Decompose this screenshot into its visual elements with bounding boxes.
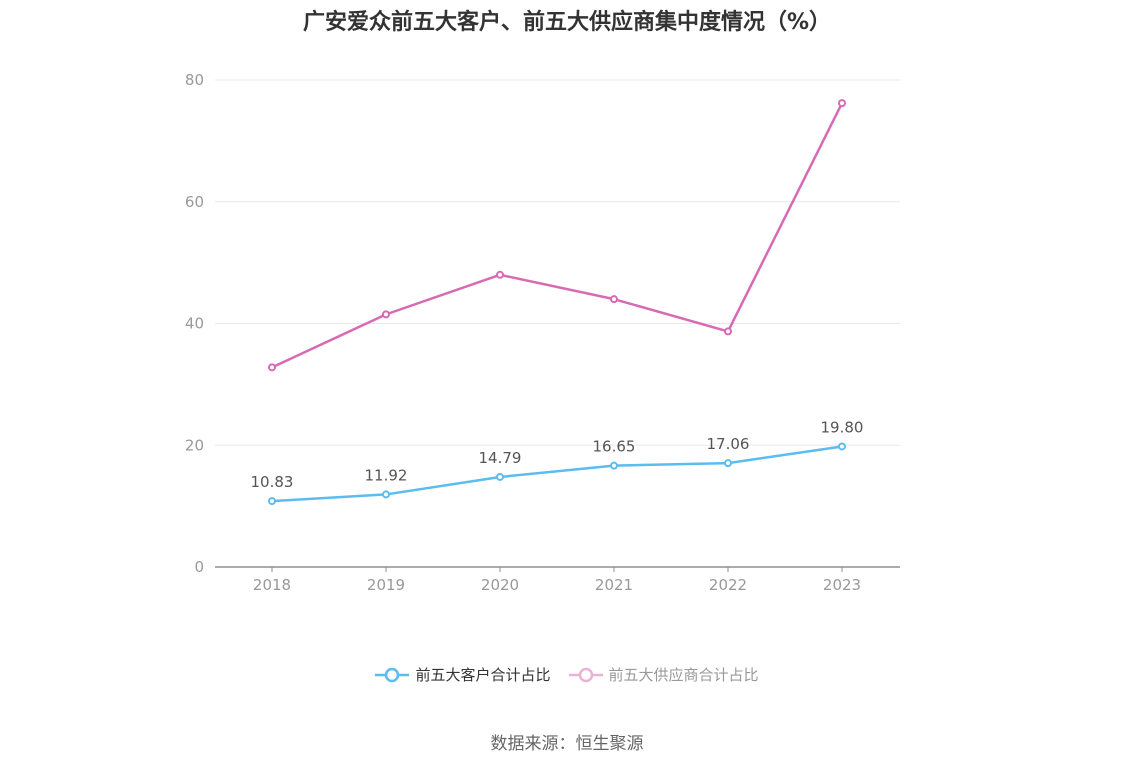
y-tick-label: 0 bbox=[194, 558, 204, 576]
data-point bbox=[610, 461, 618, 470]
legend-label: 前五大供应商合计占比 bbox=[608, 666, 759, 684]
data-point bbox=[382, 490, 390, 499]
x-tick-label: 2022 bbox=[709, 576, 747, 594]
series-lines bbox=[268, 99, 846, 506]
y-tick-label: 20 bbox=[185, 436, 204, 454]
legend-swatch-icon bbox=[375, 667, 410, 682]
legend: 前五大客户合计占比 前五大供应商合计占比 bbox=[0, 664, 1134, 685]
series-line-0 bbox=[271, 445, 843, 503]
series-line-1 bbox=[271, 102, 844, 369]
data-point bbox=[838, 442, 846, 451]
data-label: 16.65 bbox=[593, 438, 636, 456]
x-tick-label: 2023 bbox=[823, 576, 861, 594]
legend-marker bbox=[385, 667, 400, 682]
grid-lines bbox=[215, 79, 900, 446]
y-tick-label: 80 bbox=[185, 71, 204, 89]
data-label: 19.80 bbox=[821, 418, 864, 436]
legend-item-1[interactable]: 前五大供应商合计占比 bbox=[568, 664, 759, 685]
data-point bbox=[724, 327, 732, 336]
legend-item-0[interactable]: 前五大客户合计占比 bbox=[375, 664, 551, 685]
data-label: 11.92 bbox=[365, 466, 408, 484]
legend-label: 前五大客户合计占比 bbox=[415, 666, 551, 684]
data-point bbox=[268, 497, 276, 506]
x-tick-label: 2019 bbox=[367, 576, 405, 594]
legend-swatch-icon bbox=[568, 667, 603, 682]
data-point bbox=[610, 295, 618, 304]
data-point bbox=[496, 270, 504, 279]
data-labels: 10.83 11.92 14.79 16.65 17.06 19.80 bbox=[251, 418, 864, 491]
data-label: 17.06 bbox=[707, 435, 750, 453]
data-point bbox=[496, 472, 504, 481]
data-point bbox=[724, 459, 732, 468]
y-tick-label: 40 bbox=[185, 315, 204, 333]
axes: 0 20 40 60 80 2018 2019 2020 2021 2022 2023 bbox=[185, 71, 900, 594]
x-tick-label: 2021 bbox=[595, 576, 633, 594]
x-tick-label: 2018 bbox=[253, 576, 291, 594]
data-label: 14.79 bbox=[479, 449, 522, 467]
data-point bbox=[382, 310, 390, 319]
x-tick-label: 2020 bbox=[481, 576, 519, 594]
data-source: 数据来源：恒生聚源 bbox=[490, 734, 644, 754]
y-tick-label: 60 bbox=[185, 193, 204, 211]
data-point bbox=[268, 363, 276, 372]
legend-marker bbox=[578, 667, 593, 682]
data-label: 10.83 bbox=[251, 473, 294, 491]
data-point bbox=[838, 99, 846, 108]
chart-title: 广安爱众前五大客户、前五大供应商集中度情况（%） bbox=[302, 10, 832, 35]
